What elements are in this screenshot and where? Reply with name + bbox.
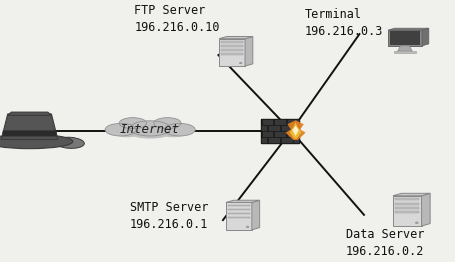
FancyBboxPatch shape	[395, 198, 419, 200]
Polygon shape	[422, 28, 429, 46]
FancyBboxPatch shape	[388, 30, 422, 46]
FancyBboxPatch shape	[219, 39, 245, 66]
FancyBboxPatch shape	[393, 196, 422, 226]
FancyBboxPatch shape	[228, 205, 250, 206]
Ellipse shape	[105, 123, 136, 136]
FancyBboxPatch shape	[228, 217, 250, 219]
Text: SMTP Server
196.216.0.1: SMTP Server 196.216.0.1	[130, 201, 208, 231]
Polygon shape	[219, 36, 253, 39]
FancyBboxPatch shape	[226, 203, 252, 230]
Polygon shape	[290, 122, 302, 139]
Circle shape	[415, 222, 418, 223]
Text: Internet: Internet	[120, 123, 180, 136]
Ellipse shape	[55, 137, 84, 148]
FancyBboxPatch shape	[395, 207, 419, 209]
FancyBboxPatch shape	[293, 137, 299, 143]
FancyBboxPatch shape	[395, 203, 419, 205]
FancyBboxPatch shape	[221, 41, 243, 43]
Polygon shape	[286, 120, 306, 140]
Text: Data Server
196.216.0.2: Data Server 196.216.0.2	[346, 228, 424, 258]
Ellipse shape	[0, 134, 73, 149]
FancyBboxPatch shape	[228, 209, 250, 210]
Text: Terminal
196.216.0.3: Terminal 196.216.0.3	[305, 8, 383, 38]
Ellipse shape	[0, 137, 4, 148]
FancyBboxPatch shape	[221, 45, 243, 47]
FancyBboxPatch shape	[228, 213, 250, 214]
FancyBboxPatch shape	[281, 137, 293, 143]
FancyBboxPatch shape	[287, 119, 299, 125]
FancyBboxPatch shape	[261, 125, 267, 131]
Polygon shape	[293, 125, 299, 136]
Polygon shape	[388, 28, 429, 30]
FancyBboxPatch shape	[221, 53, 243, 55]
Polygon shape	[393, 193, 430, 196]
Ellipse shape	[131, 129, 169, 139]
FancyBboxPatch shape	[262, 131, 273, 137]
Polygon shape	[252, 200, 260, 230]
Polygon shape	[8, 112, 51, 115]
FancyBboxPatch shape	[394, 51, 416, 53]
FancyBboxPatch shape	[268, 137, 280, 143]
FancyBboxPatch shape	[293, 125, 299, 131]
Ellipse shape	[154, 118, 181, 129]
FancyBboxPatch shape	[268, 125, 280, 131]
Circle shape	[246, 226, 249, 228]
FancyBboxPatch shape	[287, 131, 299, 137]
Ellipse shape	[164, 123, 195, 136]
Ellipse shape	[130, 121, 171, 136]
Polygon shape	[226, 200, 260, 203]
Text: FTP Server
196.216.0.10: FTP Server 196.216.0.10	[134, 4, 220, 34]
FancyBboxPatch shape	[395, 211, 419, 213]
Ellipse shape	[119, 118, 147, 129]
FancyBboxPatch shape	[281, 125, 293, 131]
FancyBboxPatch shape	[221, 49, 243, 51]
Polygon shape	[245, 36, 253, 66]
Polygon shape	[398, 46, 412, 51]
FancyBboxPatch shape	[390, 31, 420, 45]
Polygon shape	[1, 114, 58, 139]
FancyBboxPatch shape	[262, 119, 273, 125]
FancyBboxPatch shape	[261, 119, 299, 143]
Ellipse shape	[115, 129, 140, 137]
Polygon shape	[2, 130, 57, 136]
Polygon shape	[421, 193, 430, 226]
FancyBboxPatch shape	[261, 137, 267, 143]
FancyBboxPatch shape	[274, 119, 286, 125]
Circle shape	[239, 62, 242, 64]
Ellipse shape	[161, 129, 186, 137]
FancyBboxPatch shape	[274, 131, 286, 137]
